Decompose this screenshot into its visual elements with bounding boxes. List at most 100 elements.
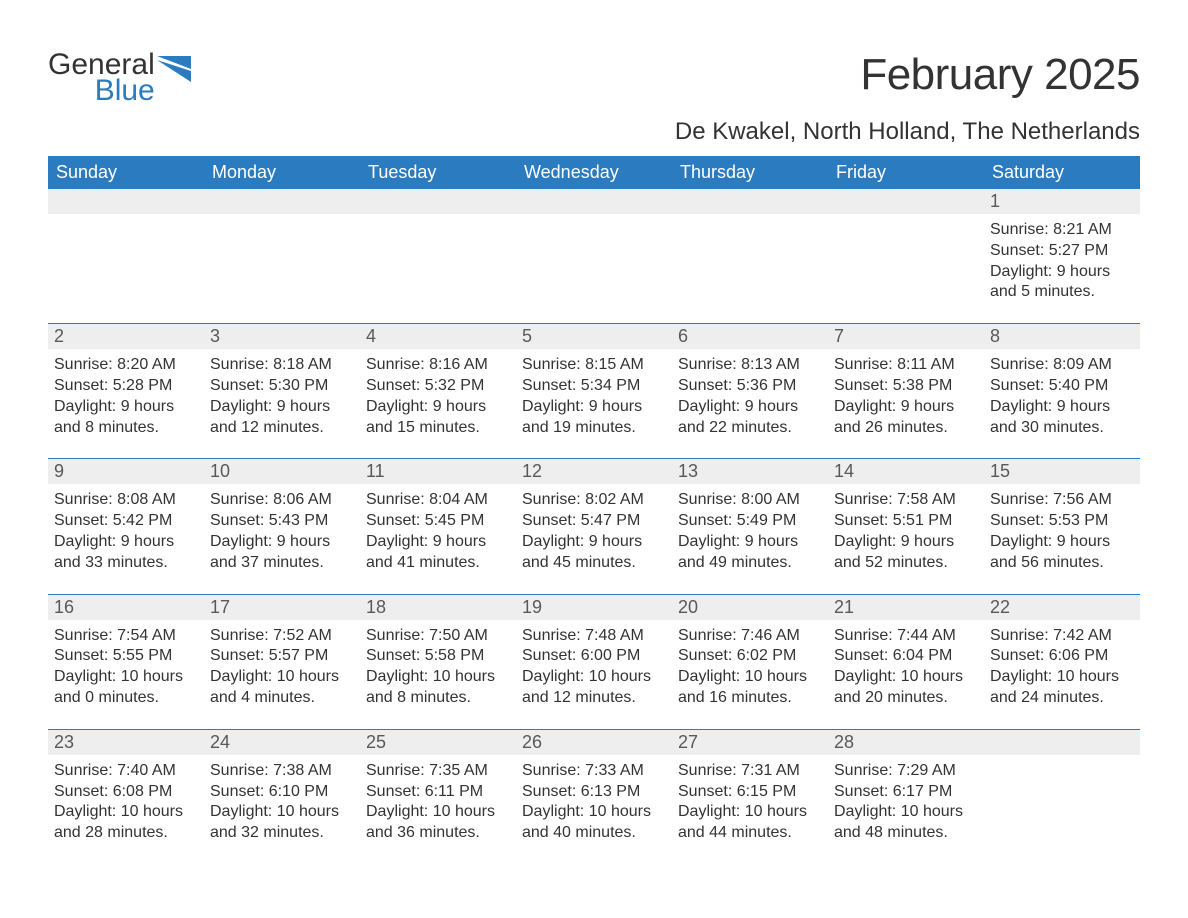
daybody-row: Sunrise: 8:08 AMSunset: 5:42 PMDaylight:…	[48, 484, 1140, 579]
day-cell: Sunrise: 8:08 AMSunset: 5:42 PMDaylight:…	[48, 484, 204, 579]
sunrise-text: Sunrise: 7:31 AM	[678, 761, 820, 782]
day-number: 6	[672, 324, 828, 349]
day-number: 3	[204, 324, 360, 349]
daylight-text: Daylight: 9 hours and 5 minutes.	[990, 262, 1132, 304]
day-cell: Sunrise: 7:50 AMSunset: 5:58 PMDaylight:…	[360, 620, 516, 715]
sunrise-text: Sunrise: 7:29 AM	[834, 761, 976, 782]
day-number: 25	[360, 730, 516, 755]
sunrise-text: Sunrise: 7:33 AM	[522, 761, 664, 782]
calendar-week: 2345678Sunrise: 8:20 AMSunset: 5:28 PMDa…	[48, 323, 1140, 444]
day-cell: Sunrise: 8:06 AMSunset: 5:43 PMDaylight:…	[204, 484, 360, 579]
logo-text: General Blue	[48, 50, 155, 106]
day-cell: Sunrise: 7:31 AMSunset: 6:15 PMDaylight:…	[672, 755, 828, 850]
day-cell: Sunrise: 8:00 AMSunset: 5:49 PMDaylight:…	[672, 484, 828, 579]
sunset-text: Sunset: 5:47 PM	[522, 511, 664, 532]
sunset-text: Sunset: 5:55 PM	[54, 646, 196, 667]
sunrise-text: Sunrise: 7:58 AM	[834, 490, 976, 511]
day-number: 28	[828, 730, 984, 755]
daylight-text: Daylight: 10 hours and 48 minutes.	[834, 802, 976, 844]
day-number: 23	[48, 730, 204, 755]
day-number	[984, 730, 1140, 755]
day-cell: Sunrise: 7:46 AMSunset: 6:02 PMDaylight:…	[672, 620, 828, 715]
daybody-row: Sunrise: 8:21 AMSunset: 5:27 PMDaylight:…	[48, 214, 1140, 309]
day-cell: Sunrise: 7:40 AMSunset: 6:08 PMDaylight:…	[48, 755, 204, 850]
calendar-week: 16171819202122 Sunrise: 7:54 AMSunset: 5:…	[48, 594, 1140, 715]
sunrise-text: Sunrise: 7:54 AM	[54, 626, 196, 647]
sunset-text: Sunset: 6:04 PM	[834, 646, 976, 667]
daylight-text: Daylight: 10 hours and 44 minutes.	[678, 802, 820, 844]
daynum-row: 16171819202122	[48, 595, 1140, 620]
sunset-text: Sunset: 5:42 PM	[54, 511, 196, 532]
daynum-row: 2345678	[48, 324, 1140, 349]
sunrise-text: Sunrise: 8:11 AM	[834, 355, 976, 376]
sunset-text: Sunset: 6:06 PM	[990, 646, 1132, 667]
day-number: 24	[204, 730, 360, 755]
sunrise-text: Sunrise: 8:16 AM	[366, 355, 508, 376]
sunrise-text: Sunrise: 8:15 AM	[522, 355, 664, 376]
day-cell: Sunrise: 7:33 AMSunset: 6:13 PMDaylight:…	[516, 755, 672, 850]
day-number: 5	[516, 324, 672, 349]
day-number: 16	[48, 595, 204, 620]
title-block: February 2025 De Kwakel, North Holland, …	[675, 50, 1140, 146]
day-cell: Sunrise: 7:56 AMSunset: 5:53 PMDaylight:…	[984, 484, 1140, 579]
sunset-text: Sunset: 6:00 PM	[522, 646, 664, 667]
month-title: February 2025	[675, 50, 1140, 100]
daylight-text: Daylight: 9 hours and 19 minutes.	[522, 397, 664, 439]
daylight-text: Daylight: 9 hours and 8 minutes.	[54, 397, 196, 439]
weekday-header: Friday	[828, 156, 984, 189]
daylight-text: Daylight: 10 hours and 4 minutes.	[210, 667, 352, 709]
sunrise-text: Sunrise: 8:02 AM	[522, 490, 664, 511]
sunset-text: Sunset: 5:43 PM	[210, 511, 352, 532]
day-number: 26	[516, 730, 672, 755]
day-number: 13	[672, 459, 828, 484]
sunset-text: Sunset: 6:11 PM	[366, 782, 508, 803]
sunset-text: Sunset: 6:13 PM	[522, 782, 664, 803]
day-cell	[828, 214, 984, 309]
day-cell: Sunrise: 7:42 AMSunset: 6:06 PMDaylight:…	[984, 620, 1140, 715]
day-number: 27	[672, 730, 828, 755]
sunset-text: Sunset: 5:27 PM	[990, 241, 1132, 262]
sunrise-text: Sunrise: 8:09 AM	[990, 355, 1132, 376]
flag-icon	[157, 56, 191, 82]
daylight-text: Daylight: 10 hours and 28 minutes.	[54, 802, 196, 844]
day-cell: Sunrise: 7:29 AMSunset: 6:17 PMDaylight:…	[828, 755, 984, 850]
daynum-row: 1	[48, 189, 1140, 214]
day-cell: Sunrise: 8:09 AMSunset: 5:40 PMDaylight:…	[984, 349, 1140, 444]
daybody-row: Sunrise: 7:40 AMSunset: 6:08 PMDaylight:…	[48, 755, 1140, 850]
weekday-header: Wednesday	[516, 156, 672, 189]
day-cell: Sunrise: 7:54 AMSunset: 5:55 PMDaylight:…	[48, 620, 204, 715]
weekday-header-row: Sunday Monday Tuesday Wednesday Thursday…	[48, 156, 1140, 189]
daylight-text: Daylight: 9 hours and 41 minutes.	[366, 532, 508, 574]
day-number: 14	[828, 459, 984, 484]
day-cell: Sunrise: 8:18 AMSunset: 5:30 PMDaylight:…	[204, 349, 360, 444]
day-number	[672, 189, 828, 214]
sunset-text: Sunset: 5:32 PM	[366, 376, 508, 397]
day-cell: Sunrise: 8:21 AMSunset: 5:27 PMDaylight:…	[984, 214, 1140, 309]
sunset-text: Sunset: 5:49 PM	[678, 511, 820, 532]
sunset-text: Sunset: 6:17 PM	[834, 782, 976, 803]
day-number: 15	[984, 459, 1140, 484]
day-number	[516, 189, 672, 214]
daylight-text: Daylight: 10 hours and 20 minutes.	[834, 667, 976, 709]
daylight-text: Daylight: 9 hours and 52 minutes.	[834, 532, 976, 574]
calendar-week: 9101112131415Sunrise: 8:08 AMSunset: 5:4…	[48, 458, 1140, 579]
day-cell: Sunrise: 7:44 AMSunset: 6:04 PMDaylight:…	[828, 620, 984, 715]
calendar-week: 232425262728 Sunrise: 7:40 AMSunset: 6:08…	[48, 729, 1140, 850]
day-number: 4	[360, 324, 516, 349]
daylight-text: Daylight: 9 hours and 26 minutes.	[834, 397, 976, 439]
sunset-text: Sunset: 5:28 PM	[54, 376, 196, 397]
sunrise-text: Sunrise: 7:38 AM	[210, 761, 352, 782]
sunset-text: Sunset: 5:45 PM	[366, 511, 508, 532]
day-number	[204, 189, 360, 214]
sunrise-text: Sunrise: 7:44 AM	[834, 626, 976, 647]
daybody-row: Sunrise: 7:54 AMSunset: 5:55 PM Daylight:…	[48, 620, 1140, 715]
daylight-text: Daylight: 9 hours and 22 minutes.	[678, 397, 820, 439]
day-cell	[48, 214, 204, 309]
weeks-container: 1Sunrise: 8:21 AMSunset: 5:27 PMDaylight…	[48, 189, 1140, 850]
day-cell: Sunrise: 8:13 AMSunset: 5:36 PMDaylight:…	[672, 349, 828, 444]
day-cell	[672, 214, 828, 309]
sunset-text: Sunset: 5:51 PM	[834, 511, 976, 532]
day-number: 18	[360, 595, 516, 620]
day-number: 9	[48, 459, 204, 484]
day-cell: Sunrise: 8:20 AMSunset: 5:28 PMDaylight:…	[48, 349, 204, 444]
